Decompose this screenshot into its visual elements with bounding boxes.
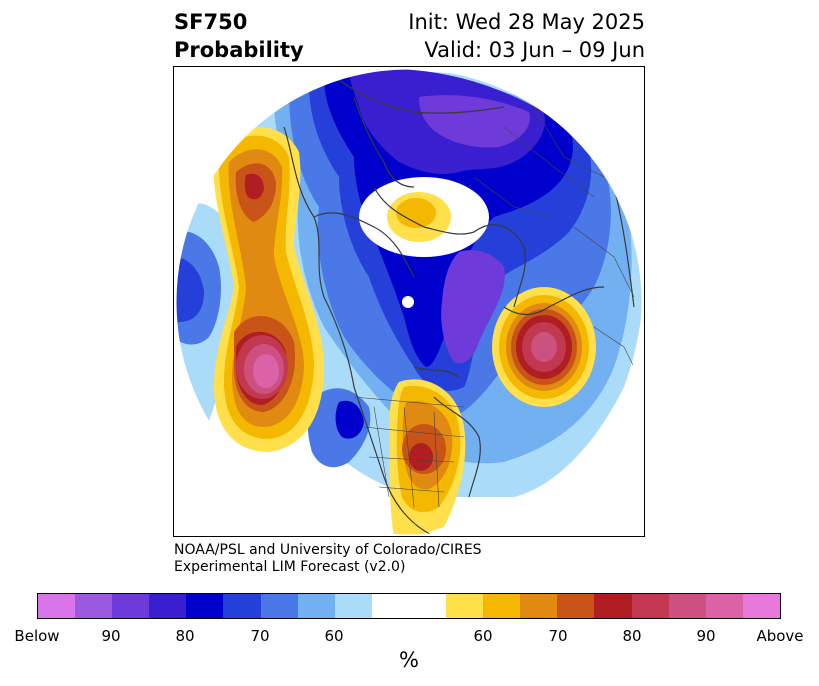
colorbar-tick-below-80: 80 <box>175 627 195 645</box>
colorbar-above-65 <box>483 594 521 618</box>
eurasia-above-90 <box>531 332 557 362</box>
polar-map <box>173 66 645 537</box>
colorbar-above-80 <box>594 594 632 618</box>
colorbar-above-extreme <box>742 594 780 618</box>
colorbar-below-85 <box>149 594 187 618</box>
colorbar-above-90 <box>668 594 706 618</box>
valid-date: Valid: 03 Jun – 09 Jun <box>424 38 645 62</box>
colorbar-tick-below: Below <box>14 627 60 645</box>
variable-title: SF750 <box>174 10 248 34</box>
colorbar-above-85 <box>631 594 669 618</box>
colorbar-above-75 <box>557 594 595 618</box>
west-below-75 <box>176 257 204 322</box>
colorbar-tick-above-70: 70 <box>548 627 568 645</box>
colorbar-below-95 <box>75 594 113 618</box>
colorbar-below-extreme <box>38 594 76 618</box>
pacific-above-95 <box>253 354 279 388</box>
pole-point <box>402 296 414 308</box>
colorbar-tick-below-90: 90 <box>101 627 121 645</box>
init-date: Init: Wed 28 May 2025 <box>408 10 645 34</box>
colorbar-tick-above-80: 80 <box>622 627 642 645</box>
colorbar-below-65 <box>297 594 335 618</box>
colorbar-tick-above: Above <box>756 627 804 645</box>
below-region-90 <box>419 95 530 148</box>
credit: NOAA/PSL and University of Colorado/CIRE… <box>174 542 482 576</box>
colorbar-tick-below-60: 60 <box>324 627 344 645</box>
colorbar <box>37 593 781 619</box>
colorbar-above-95 <box>705 594 743 618</box>
colorbar-neutral <box>371 594 447 618</box>
probability-map-svg <box>175 68 643 536</box>
colorbar-below-80 <box>186 594 224 618</box>
colorbar-tick-below-70: 70 <box>250 627 270 645</box>
colorbar-tick-above-90: 90 <box>696 627 716 645</box>
colorbar-below-60 <box>334 594 372 618</box>
forecast-dates: Init: Wed 28 May 2025 Valid: 03 Jun – 09… <box>408 8 645 64</box>
colorbar-unit: % <box>399 648 419 672</box>
colorbar-below-70 <box>260 594 298 618</box>
credit-line-1: NOAA/PSL and University of Colorado/CIRE… <box>174 542 482 558</box>
sw-below-80 <box>335 400 364 439</box>
product-title: Probability <box>174 38 304 62</box>
colorbar-below-90 <box>112 594 150 618</box>
colorbar-above-60 <box>446 594 484 618</box>
country-borders <box>353 106 640 508</box>
na-above-80 <box>409 443 433 471</box>
probability-field <box>176 69 642 535</box>
colorbar-above-70 <box>520 594 558 618</box>
colorbar-tick-above-60: 60 <box>473 627 493 645</box>
disk-edge <box>175 68 643 536</box>
below-region-90b <box>441 250 505 364</box>
credit-line-2: Experimental LIM Forecast (v2.0) <box>174 559 406 575</box>
colorbar-below-75 <box>223 594 261 618</box>
map-title: SF750 Probability <box>174 8 304 64</box>
arctic-above-65 <box>396 198 436 228</box>
